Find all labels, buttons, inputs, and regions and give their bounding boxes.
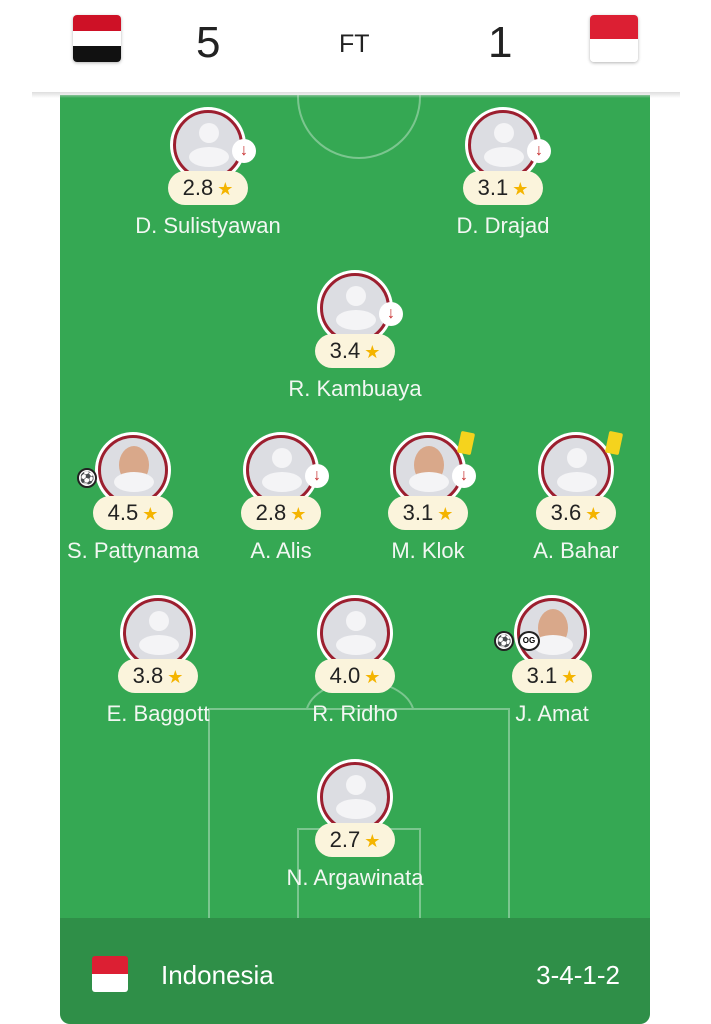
own-goal-icon: OG [518, 631, 540, 651]
rating-badge: 3.6 ★ [536, 496, 616, 530]
team-name: Indonesia [161, 960, 274, 990]
player-avatar[interactable] [243, 432, 319, 508]
star-icon: ★ [167, 667, 184, 687]
player-name: R. Ridho [312, 701, 398, 726]
rating-value: 3.1 [402, 500, 434, 525]
penalty-box [208, 708, 510, 918]
substitution-out-icon: ↓ [305, 464, 329, 488]
avatar-person-icon [393, 435, 463, 505]
star-icon: ★ [364, 831, 381, 851]
rating-badge: 2.8 ★ [241, 496, 321, 530]
match-status: FT [339, 30, 370, 58]
player-name: S. Pattynama [66, 538, 200, 563]
star-icon: ★ [512, 179, 529, 199]
indonesia-flag-icon[interactable] [590, 15, 638, 62]
player-r-ridho[interactable]: 4.0 ★ R. Ridho [285, 595, 425, 735]
player-d-drajad[interactable]: ↓ 3.1 ★ D. Drajad [433, 107, 573, 247]
rating-value: 3.6 [550, 500, 582, 525]
avatar-person-icon [320, 598, 390, 668]
player-avatar[interactable] [120, 595, 196, 671]
star-icon: ★ [437, 504, 454, 524]
home-score: 5 [196, 18, 221, 67]
avatar-person-icon [320, 273, 390, 343]
match-header: 5 FT 1 [0, 0, 711, 95]
substitution-out-icon: ↓ [527, 139, 551, 163]
avatar-person-icon [468, 110, 538, 180]
player-avatar[interactable] [465, 107, 541, 183]
substitution-out-icon: ↓ [379, 302, 403, 326]
player-name: R. Kambuaya [288, 376, 422, 401]
yellow-card-icon [604, 430, 624, 456]
player-a-bahar[interactable]: 3.6 ★ A. Bahar [506, 430, 646, 572]
player-avatar[interactable] [317, 759, 393, 835]
formation: 3-4-1-2 [536, 960, 620, 990]
rating-badge: 4.5 ★ [93, 496, 173, 530]
player-avatar[interactable] [317, 595, 393, 671]
rating-badge: 2.8 ★ [168, 171, 248, 205]
player-name: M. Klok [391, 538, 465, 563]
player-name: A. Alis [250, 538, 312, 563]
substitution-out-icon: ↓ [452, 464, 476, 488]
star-icon: ★ [364, 342, 381, 362]
rating-value: 3.8 [132, 663, 164, 688]
center-circle [297, 95, 421, 159]
rating-value: 2.8 [255, 500, 287, 525]
iraq-flag-icon[interactable] [73, 15, 121, 62]
star-icon: ★ [364, 667, 381, 687]
rating-badge: 3.1 ★ [512, 659, 592, 693]
header-shadow [32, 92, 680, 98]
rating-value: 3.1 [477, 175, 509, 200]
rating-value: 4.5 [107, 500, 139, 525]
player-avatar[interactable] [95, 432, 171, 508]
avatar-person-icon [541, 435, 611, 505]
player-name: N. Argawinata [286, 865, 424, 890]
yellow-card-icon [456, 430, 476, 456]
star-icon: ★ [290, 504, 307, 524]
player-avatar[interactable] [390, 432, 466, 508]
rating-value: 2.7 [329, 827, 361, 852]
rating-badge: 4.0 ★ [315, 659, 395, 693]
star-icon: ★ [217, 179, 234, 199]
rating-badge: 3.8 ★ [118, 659, 198, 693]
goal-ball-icon: ⚽ [77, 468, 97, 488]
avatar-person-icon [246, 435, 316, 505]
substitution-out-icon: ↓ [232, 139, 256, 163]
player-name: J. Amat [515, 701, 589, 726]
rating-badge: 3.1 ★ [463, 171, 543, 205]
rating-value: 3.1 [526, 663, 558, 688]
player-name: A. Bahar [533, 538, 619, 563]
star-icon: ★ [585, 504, 602, 524]
player-a-alis[interactable]: ↓ 2.8 ★ A. Alis [211, 432, 351, 572]
player-j-amat[interactable]: ⚽ OG 3.1 ★ J. Amat [482, 595, 622, 735]
avatar-person-icon [98, 435, 168, 505]
star-icon: ★ [142, 504, 159, 524]
rating-value: 4.0 [329, 663, 361, 688]
player-avatar[interactable] [538, 432, 614, 508]
away-score: 1 [488, 18, 513, 67]
player-e-baggott[interactable]: 3.8 ★ E. Baggott [88, 595, 228, 735]
player-name: D. Sulistyawan [135, 213, 281, 238]
team-bar: Indonesia 3-4-1-2 [60, 918, 650, 1024]
indonesia-flag-icon [92, 956, 128, 992]
star-icon: ★ [561, 667, 578, 687]
player-m-klok[interactable]: ↓ 3.1 ★ M. Klok [358, 430, 498, 572]
pitch: ↓ 2.8 ★ D. Sulistyawan ↓ 3.1 ★ D. Drajad ↓ 3.4 ★ R.… [60, 95, 650, 918]
avatar-person-icon [123, 598, 193, 668]
player-d-sulistyawan[interactable]: ↓ 2.8 ★ D. Sulistyawan [135, 107, 281, 247]
avatar-person-icon [320, 762, 390, 832]
rating-badge: 3.4 ★ [315, 334, 395, 368]
rating-value: 3.4 [329, 338, 361, 363]
rating-badge: 3.1 ★ [388, 496, 468, 530]
goal-ball-icon: ⚽ [494, 631, 514, 651]
rating-badge: 2.7 ★ [315, 823, 395, 857]
player-name: D. Drajad [456, 213, 550, 238]
player-name: E. Baggott [106, 701, 210, 726]
player-r-kambuaya[interactable]: ↓ 3.4 ★ R. Kambuaya [285, 270, 425, 410]
player-n-argawinata[interactable]: 2.7 ★ N. Argawinata [285, 759, 425, 899]
rating-value: 2.8 [182, 175, 214, 200]
player-s-pattynama[interactable]: ⚽ 4.5 ★ S. Pattynama [63, 432, 203, 572]
